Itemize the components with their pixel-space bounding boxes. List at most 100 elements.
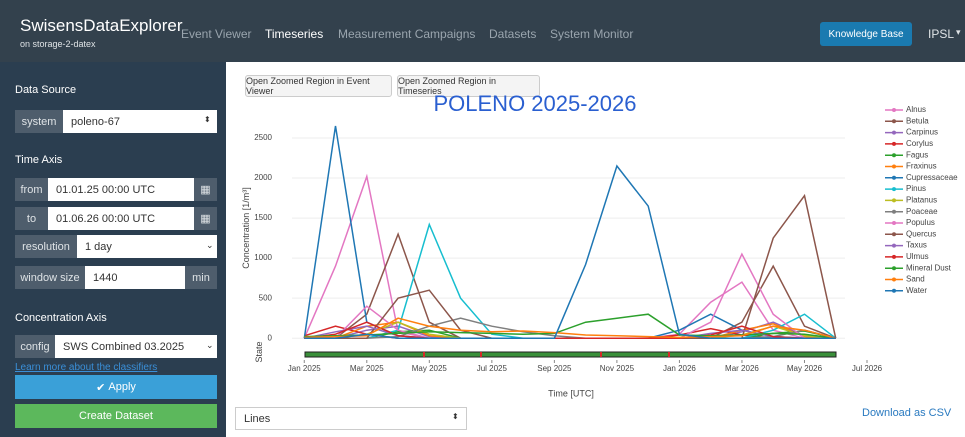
legend-label: Ulmus	[906, 252, 929, 261]
y-tick-label: 500	[259, 293, 273, 302]
legend-label: Pinus	[906, 184, 926, 193]
legend-dot	[892, 187, 896, 192]
select-arrow: ⌄	[206, 240, 214, 250]
download-link[interactable]: Download as CSV	[862, 407, 952, 419]
legend-label: Platanus	[906, 196, 937, 205]
apply-label: Apply	[108, 381, 136, 393]
legend-label: Carpinus	[906, 128, 938, 137]
x-tick-label: Jul 2025	[477, 364, 508, 373]
select-arrow: ⌄	[206, 340, 214, 350]
legend-dot	[892, 254, 896, 259]
legend-label: Cupressaceae	[906, 173, 958, 182]
series-line	[303, 125, 836, 339]
legend-label: Fagus	[906, 150, 928, 159]
legend-dot	[892, 175, 896, 180]
legend-label: Betula	[906, 116, 929, 125]
check-icon: ✔	[96, 381, 109, 394]
calendar-button[interactable]: ▦	[194, 207, 217, 230]
calendar-button[interactable]: ▦	[194, 178, 217, 201]
legend-dot	[892, 164, 896, 169]
classifier-link[interactable]: Learn more about the classifiers	[15, 362, 158, 373]
field-unit: min	[185, 266, 217, 289]
nav-link[interactable]: Measurement Campaigns	[338, 27, 476, 41]
series-line	[303, 173, 836, 339]
legend-label: Populus	[906, 218, 935, 227]
legend-dot	[892, 232, 896, 237]
legend-dot	[892, 130, 896, 135]
state-strip	[304, 351, 837, 358]
y-axis-label: Concentration [1/m³]	[241, 187, 251, 269]
y-tick-label: 1000	[254, 253, 272, 262]
legend-dot	[892, 119, 896, 124]
from-input[interactable]: 01.01.25 00:00 UTC	[48, 178, 194, 201]
x-tick-label: May 2026	[787, 364, 823, 373]
section-title: Concentration Axis	[15, 312, 107, 324]
select-arrow: ⬍	[452, 412, 459, 421]
y-tick-label: 2000	[254, 173, 272, 182]
plot-mode-select[interactable]: Lines	[235, 407, 467, 430]
series-line	[304, 317, 836, 339]
state-marker	[668, 352, 670, 357]
user-menu[interactable]: IPSL	[928, 27, 955, 41]
legend-dot	[892, 277, 896, 282]
field-label: window size	[15, 266, 85, 289]
legend-dot	[892, 209, 896, 214]
legend-label: Water	[906, 286, 927, 295]
series-line	[304, 231, 836, 339]
y-tick-label: 1500	[254, 213, 272, 222]
legend-label: Mineral Dust	[906, 263, 952, 272]
state-marker	[423, 352, 425, 357]
field-label: system	[15, 110, 63, 133]
legend-label: Sand	[906, 275, 925, 284]
state-marker	[600, 352, 602, 357]
section-title: Time Axis	[15, 154, 63, 166]
x-tick-label: Jan 2026	[663, 364, 696, 373]
x-tick-label: May 2025	[412, 364, 448, 373]
brand-subtitle: on storage-2-datex	[20, 39, 96, 49]
y-tick-label: 0	[268, 333, 273, 342]
to-input[interactable]: 01.06.26 00:00 UTC	[48, 207, 194, 230]
y-tick-label: 2500	[254, 133, 272, 142]
legend-dot	[892, 288, 896, 293]
navbar: SwisensDataExplorer on storage-2-datex E…	[0, 0, 965, 62]
x-tick-label: Sep 2025	[537, 364, 572, 373]
x-tick-label: Mar 2025	[350, 364, 384, 373]
legend-dot	[892, 108, 896, 112]
select-arrow: ⬍	[204, 115, 211, 124]
knowledge-base-button[interactable]: Knowledge Base	[820, 22, 912, 46]
field-label: config	[15, 335, 55, 358]
apply-button[interactable]: ✔ Apply	[15, 375, 217, 399]
x-tick-label: Mar 2026	[725, 364, 759, 373]
resolution-select[interactable]: 1 day	[77, 235, 217, 258]
x-tick-label: Nov 2025	[600, 364, 635, 373]
zoom-event-button[interactable]: Open Zoomed Region in Event Viewer	[245, 75, 392, 97]
nav-link[interactable]: Event Viewer	[181, 27, 252, 41]
create-dataset-button[interactable]: Create Dataset	[15, 404, 217, 428]
x-tick-label: Jan 2025	[288, 364, 321, 373]
chart-title: POLENO 2025-2026	[433, 91, 636, 116]
zoom-timeseries-button[interactable]: Open Zoomed Region in Timeseries	[397, 75, 540, 97]
chart-group: POLENO 2025-2026 Concentration [1/m³] Ti…	[241, 91, 958, 399]
state-label: State	[254, 341, 264, 362]
window-input[interactable]: 1440	[85, 266, 185, 289]
legend-dot	[892, 198, 896, 203]
legend-dot	[892, 153, 896, 158]
series-line	[304, 193, 837, 339]
nav-link[interactable]: Timeseries	[265, 27, 324, 41]
legend-label: Taxus	[906, 241, 927, 250]
config-select[interactable]: SWS Combined 03.2025	[55, 335, 217, 358]
state-marker	[480, 352, 482, 357]
section-title: Data Source	[15, 84, 77, 96]
legend-label: Poaceae	[906, 207, 938, 216]
field-label: to	[15, 207, 48, 230]
field-label: resolution	[15, 235, 77, 258]
nav-link[interactable]: Datasets	[489, 27, 537, 41]
nav-link[interactable]: System Monitor	[550, 27, 634, 41]
x-tick-label: Jul 2026	[852, 364, 883, 373]
legend-dot	[892, 266, 896, 271]
legend-dot	[892, 243, 896, 248]
legend-label: Corylus	[906, 139, 933, 148]
system-select[interactable]: poleno-67	[63, 110, 217, 133]
brand[interactable]: SwisensDataExplorer	[20, 16, 183, 35]
